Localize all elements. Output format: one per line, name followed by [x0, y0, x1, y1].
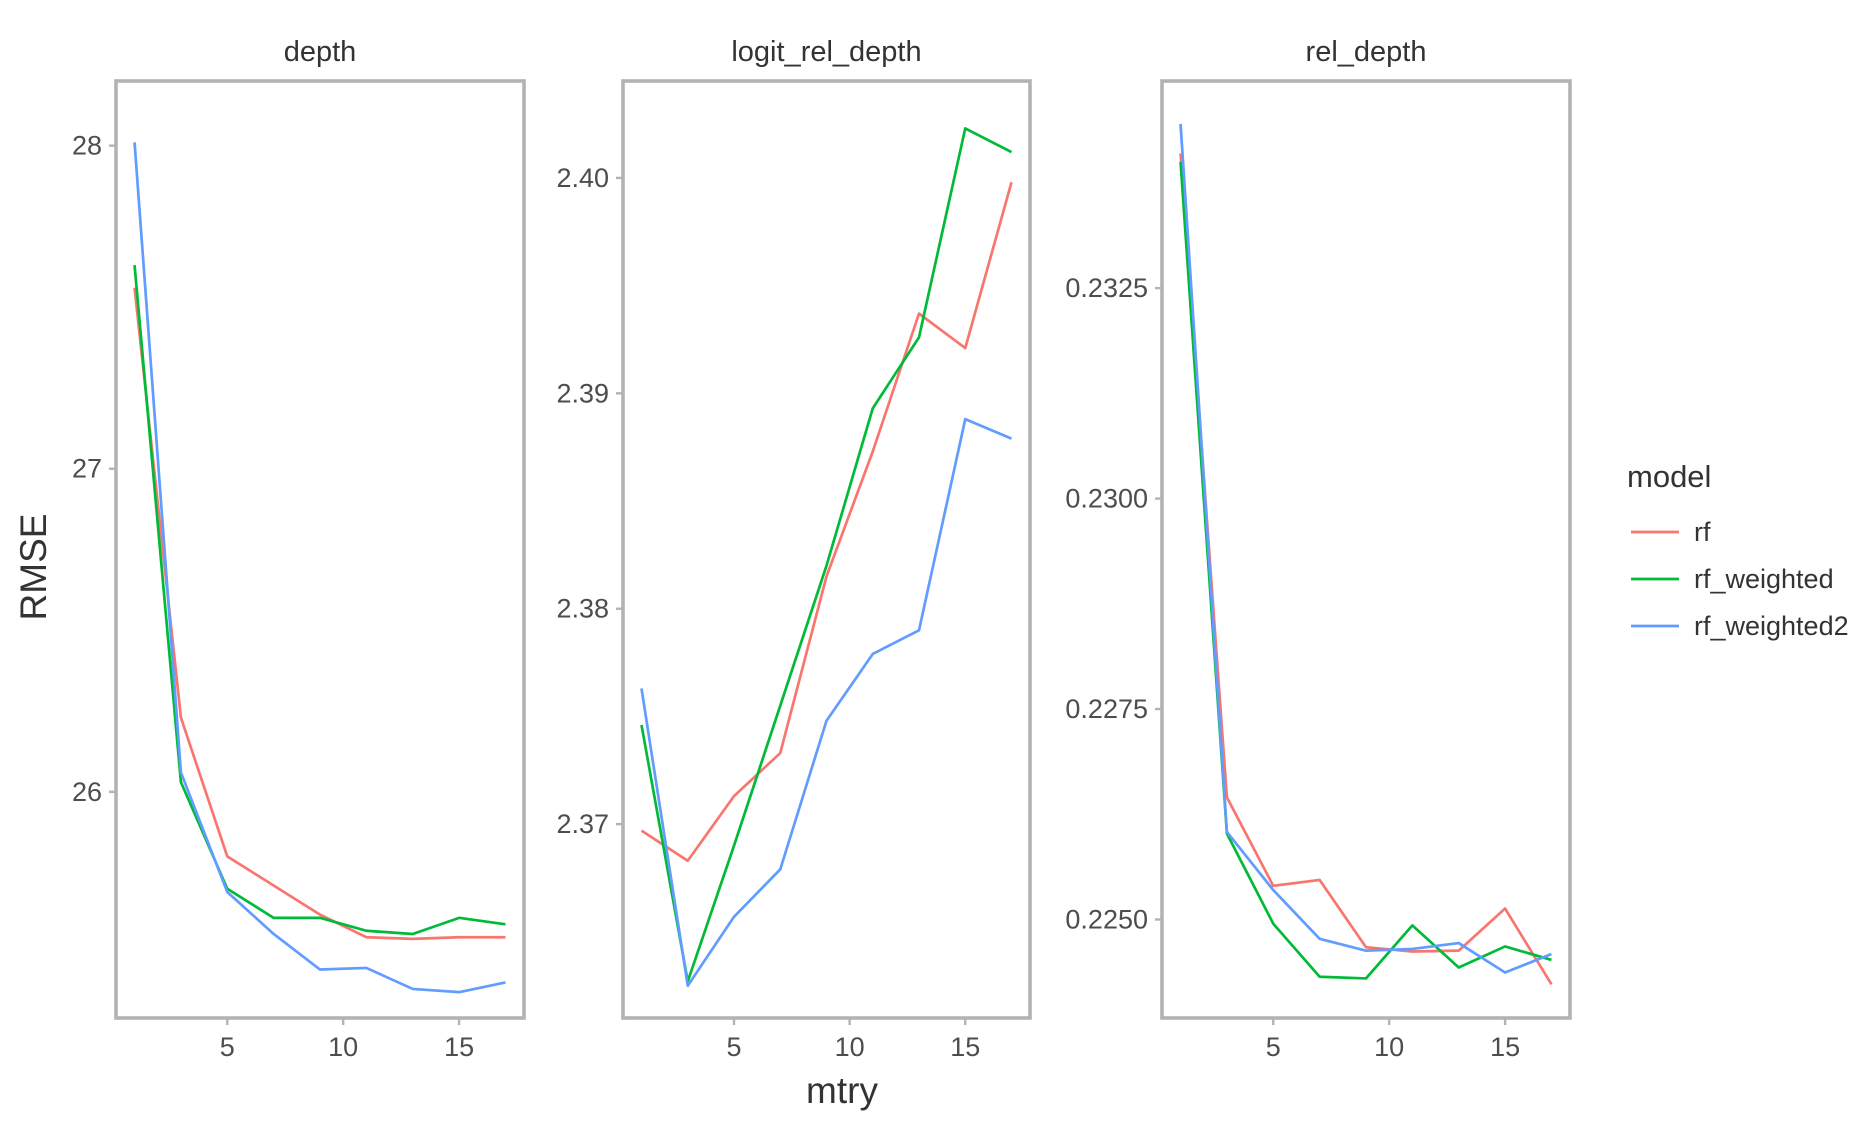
legend: model rf rf_weighted rf_weighted2 — [1627, 459, 1849, 641]
panels: depth 5 10 15 26 27 28 logit_rel_depth 5 10 15 2.37… — [72, 36, 1572, 1062]
x-axis-title: mtry — [806, 1070, 878, 1111]
x-tick-label: 5 — [220, 1032, 235, 1062]
series-line-rf-weighted2 — [133, 142, 506, 994]
legend-label: rf_weighted — [1694, 564, 1834, 594]
x-tick-label: 10 — [835, 1032, 865, 1062]
x-tick-label: 15 — [444, 1032, 474, 1062]
legend-label: rf_weighted2 — [1694, 611, 1849, 641]
y-tick-label: 2.39 — [556, 378, 609, 408]
y-tick-label: 2.38 — [556, 594, 609, 624]
panel-border — [621, 79, 1032, 1020]
y-tick-label: 27 — [72, 454, 102, 484]
panel-title: depth — [284, 36, 357, 68]
x-tick-label: 10 — [1374, 1032, 1404, 1062]
legend-title: model — [1627, 459, 1711, 494]
x-tick-label: 5 — [726, 1032, 741, 1062]
x-tick-label: 10 — [328, 1032, 358, 1062]
panel-title: logit_rel_depth — [731, 36, 921, 68]
series-line-rf-weighted — [133, 265, 506, 936]
series-line-rf-weighted — [1179, 161, 1552, 980]
panel-depth: depth 5 10 15 26 27 28 — [72, 36, 526, 1062]
legend-label: rf — [1694, 517, 1711, 547]
x-tick-label: 15 — [950, 1032, 980, 1062]
panel-border — [1160, 79, 1572, 1020]
panel-rel-depth: rel_depth 5 10 15 0.2250 0.2275 0.2300 0.2325 — [1065, 36, 1572, 1062]
x-tick-label: 15 — [1490, 1032, 1520, 1062]
y-tick-label: 2.37 — [556, 809, 609, 839]
y-tick-label: 0.2275 — [1065, 694, 1148, 724]
panel-title: rel_depth — [1306, 36, 1427, 68]
y-tick-label: 2.40 — [556, 163, 609, 193]
series-line-rf — [133, 287, 506, 941]
y-axis-title: RMSE — [13, 514, 54, 621]
panel-logit-rel-depth: logit_rel_depth 5 10 15 2.37 2.38 2.39 2.40 — [556, 36, 1032, 1062]
series-line-rf-weighted2 — [640, 417, 1013, 988]
y-tick-label: 28 — [72, 131, 102, 161]
panel-border — [114, 79, 526, 1020]
series-line-rf — [640, 181, 1013, 863]
series-line-rf — [1179, 153, 1553, 986]
y-tick-label: 0.2325 — [1065, 273, 1148, 303]
y-tick-label: 0.2300 — [1065, 484, 1148, 514]
series-line-rf-weighted — [640, 127, 1013, 983]
x-tick-label: 5 — [1266, 1032, 1281, 1062]
y-tick-label: 0.2250 — [1065, 905, 1148, 935]
y-tick-label: 26 — [72, 777, 102, 807]
series-line-rf-weighted2 — [1179, 123, 1552, 974]
